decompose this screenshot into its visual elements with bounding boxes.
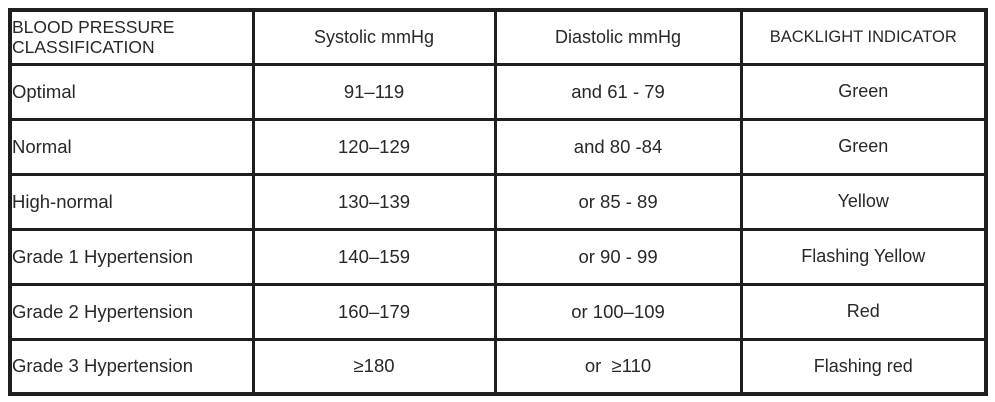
cell-classification: Optimal [8, 62, 255, 121]
cell-diastolic: or 85 - 89 [493, 172, 743, 231]
table-row-grade-3-hypertension: Grade 3 Hypertension ≥180 or ≥110 Flashi… [8, 337, 988, 396]
cell-diastolic: or ≥110 [493, 337, 743, 396]
header-classification: BLOOD PRESSURE CLASSIFICATION [8, 8, 255, 66]
cell-indicator: Flashing Yellow [739, 227, 988, 286]
cell-indicator: Red [739, 282, 988, 341]
table-header-row: BLOOD PRESSURE CLASSIFICATION Systolic m… [8, 8, 988, 66]
cell-classification: Normal [8, 117, 255, 176]
cell-classification: Grade 3 Hypertension [8, 337, 255, 396]
cell-systolic: 130–139 [251, 172, 497, 231]
header-diastolic: Diastolic mmHg [493, 8, 743, 66]
cell-classification: High-normal [8, 172, 255, 231]
cell-systolic: 160–179 [251, 282, 497, 341]
cell-classification: Grade 1 Hypertension [8, 227, 255, 286]
cell-systolic: 140–159 [251, 227, 497, 286]
cell-diastolic: and 80 -84 [493, 117, 743, 176]
header-systolic: Systolic mmHg [251, 8, 497, 66]
cell-indicator: Green [739, 62, 988, 121]
table-row-optimal: Optimal 91–119 and 61 - 79 Green [8, 62, 988, 121]
cell-indicator: Flashing red [739, 337, 988, 396]
bp-classification-table-container: BLOOD PRESSURE CLASSIFICATION Systolic m… [8, 8, 988, 396]
cell-diastolic: and 61 - 79 [493, 62, 743, 121]
cell-systolic: ≥180 [251, 337, 497, 396]
cell-indicator: Green [739, 117, 988, 176]
cell-classification: Grade 2 Hypertension [8, 282, 255, 341]
bp-classification-table: BLOOD PRESSURE CLASSIFICATION Systolic m… [8, 8, 988, 396]
cell-diastolic: or 90 - 99 [493, 227, 743, 286]
cell-diastolic: or 100–109 [493, 282, 743, 341]
table-row-grade-1-hypertension: Grade 1 Hypertension 140–159 or 90 - 99 … [8, 227, 988, 286]
table-row-grade-2-hypertension: Grade 2 Hypertension 160–179 or 100–109 … [8, 282, 988, 341]
header-backlight-indicator: BACKLIGHT INDICATOR [739, 8, 988, 66]
cell-systolic: 91–119 [251, 62, 497, 121]
cell-systolic: 120–129 [251, 117, 497, 176]
cell-indicator: Yellow [739, 172, 988, 231]
table-row-normal: Normal 120–129 and 80 -84 Green [8, 117, 988, 176]
table-row-high-normal: High-normal 130–139 or 85 - 89 Yellow [8, 172, 988, 231]
